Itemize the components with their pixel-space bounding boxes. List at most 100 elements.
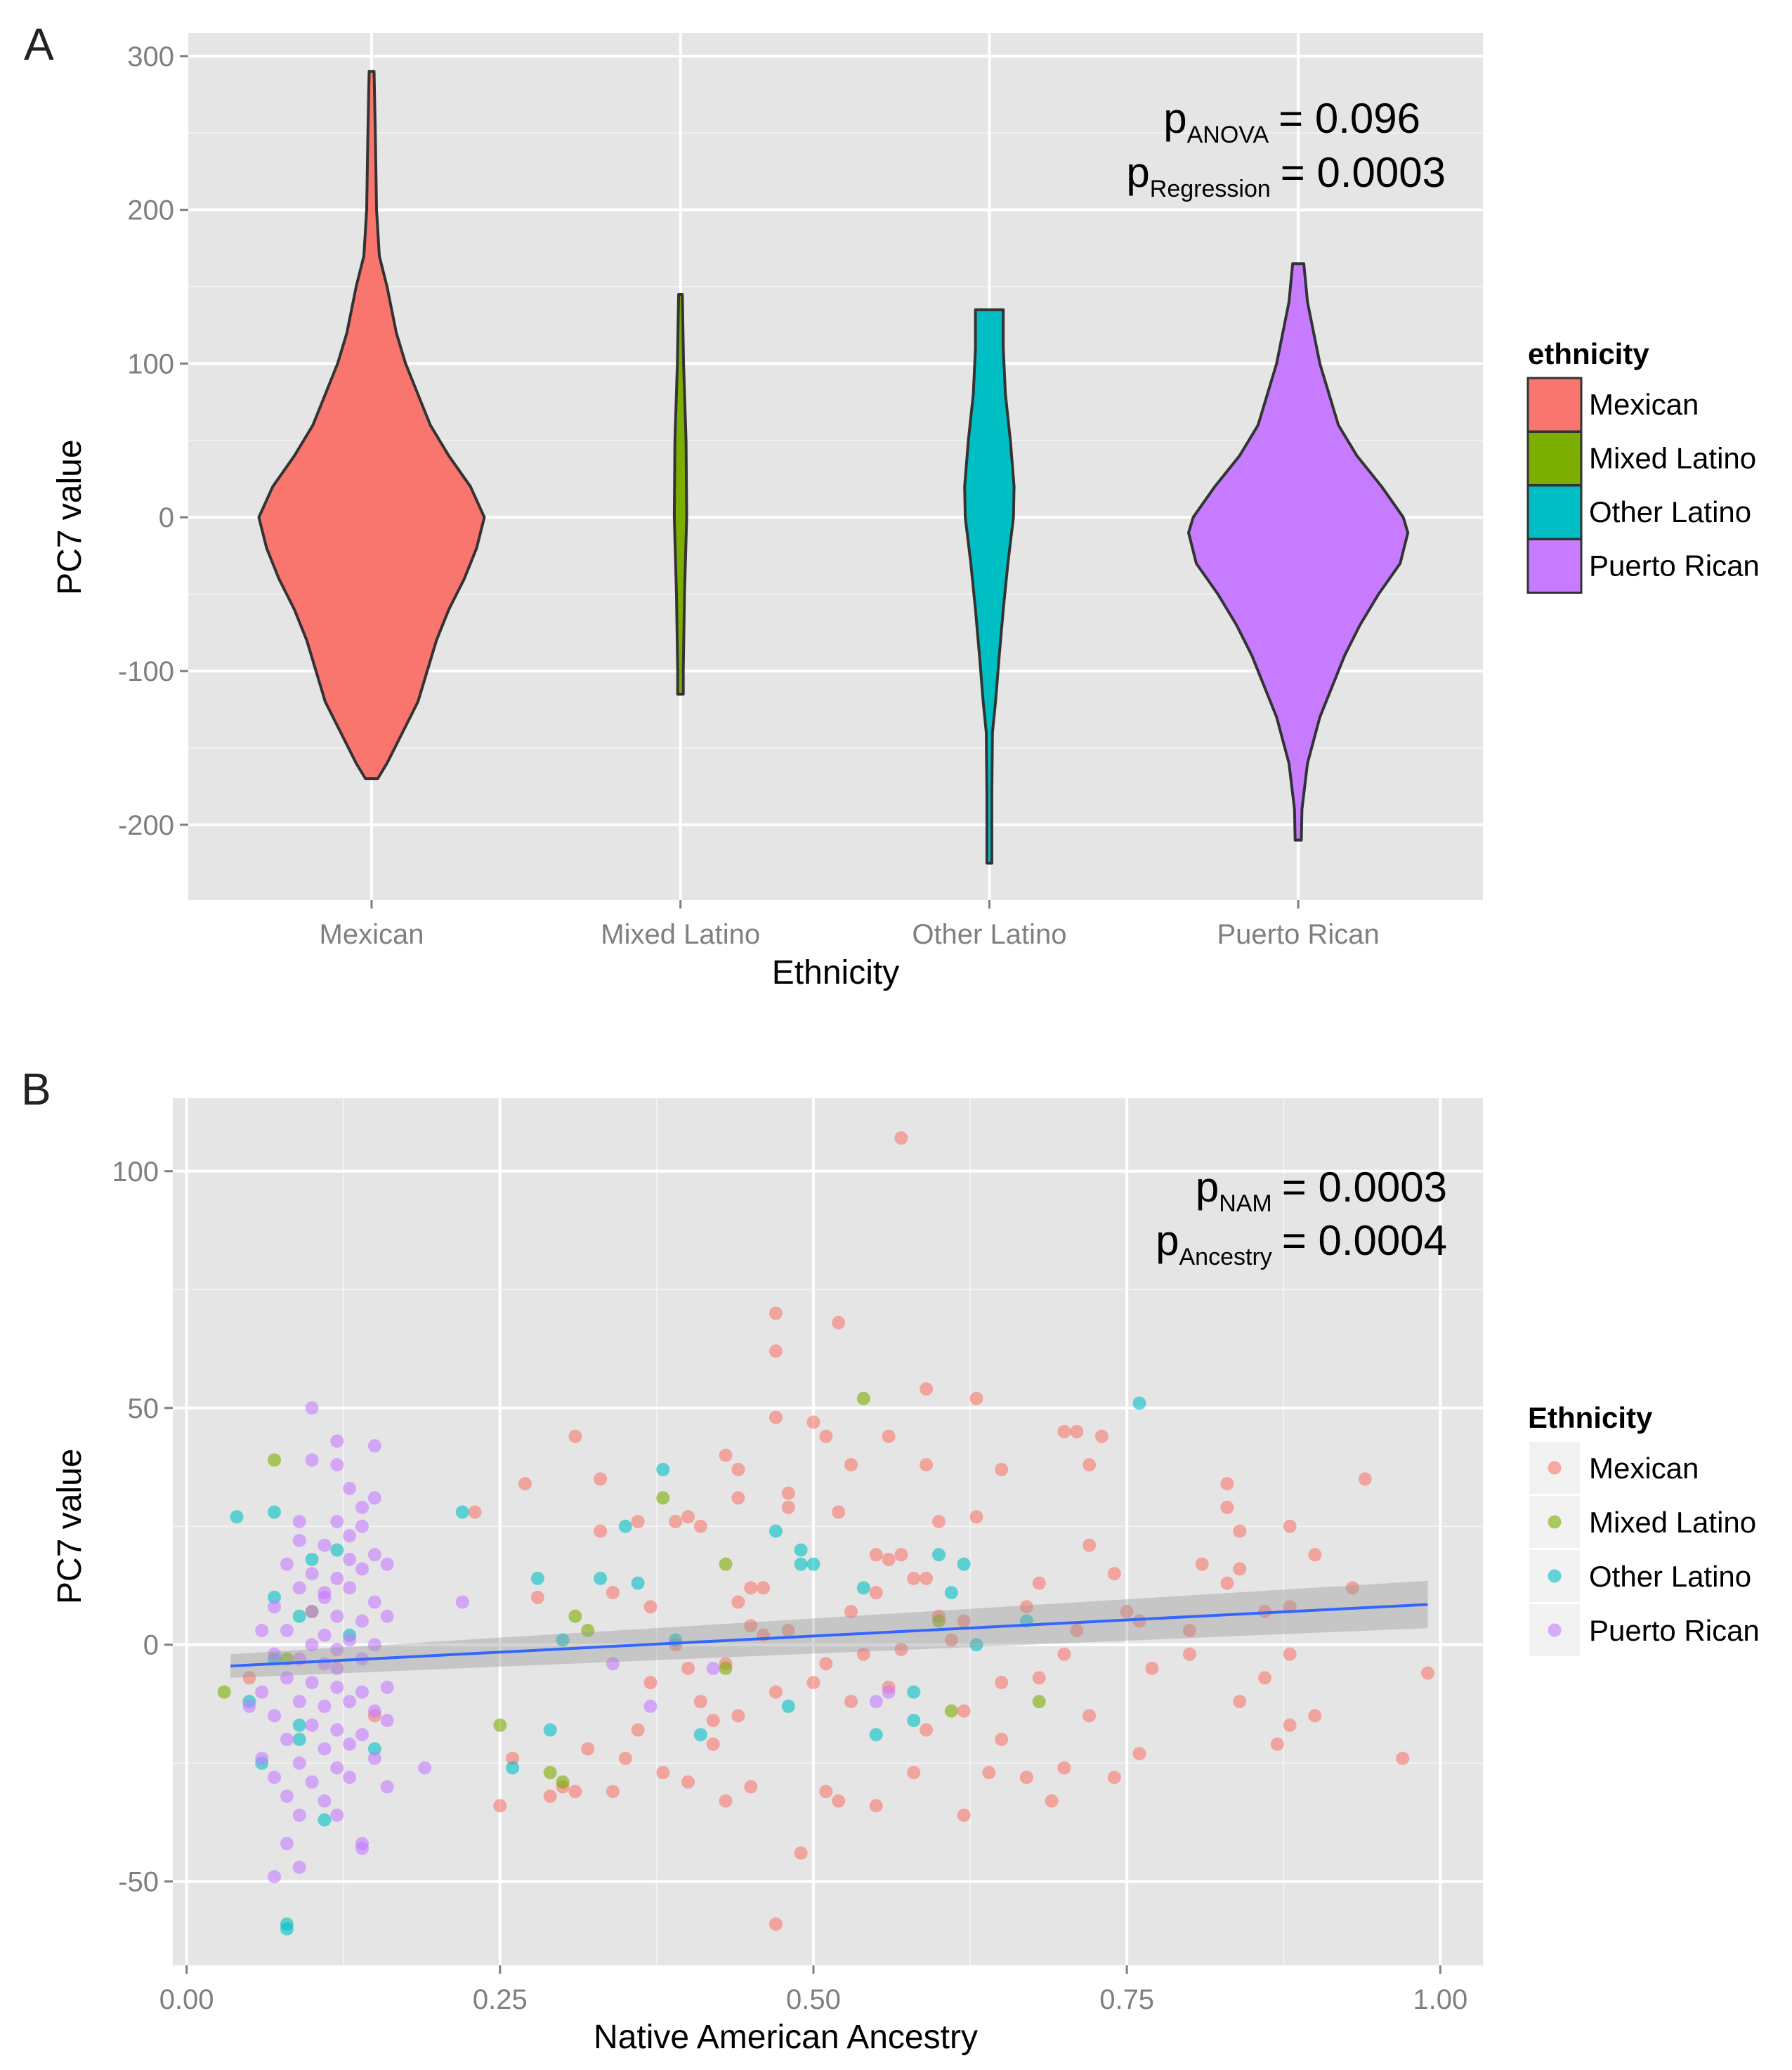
x-axis-title: Ethnicity (772, 954, 899, 991)
point-mexican (744, 1619, 758, 1633)
point-other-latino (631, 1576, 645, 1590)
point-mexican (1396, 1751, 1410, 1765)
point-puerto-rican (643, 1699, 658, 1713)
point-mexican (894, 1642, 908, 1656)
point-mexican (757, 1581, 771, 1595)
point-puerto-rican (268, 1870, 282, 1884)
point-puerto-rican (318, 1538, 332, 1552)
x-tick-label: 0.75 (1099, 1984, 1154, 2015)
point-mexican (957, 1614, 971, 1628)
point-mexican (1220, 1576, 1234, 1590)
point-mixed-latino (268, 1453, 282, 1467)
legend-key-puerto-rican (1548, 1623, 1562, 1637)
point-puerto-rican (355, 1614, 369, 1628)
p-symbol: p (1156, 1217, 1179, 1264)
point-other-latino (931, 1548, 946, 1562)
point-puerto-rican (343, 1552, 357, 1566)
point-puerto-rican (380, 1557, 394, 1571)
point-mexican (506, 1751, 520, 1765)
point-puerto-rican (305, 1567, 319, 1581)
x-tick-label: Mixed Latino (601, 919, 760, 950)
point-puerto-rican (305, 1605, 319, 1619)
legend-label: Mixed Latino (1589, 442, 1756, 475)
point-mexican (693, 1519, 707, 1533)
point-mexican (606, 1586, 620, 1600)
point-puerto-rican (330, 1808, 344, 1822)
point-mexican (920, 1723, 934, 1737)
point-puerto-rican (318, 1628, 332, 1642)
point-other-latino (292, 1609, 306, 1623)
point-mexican (731, 1462, 745, 1476)
point-puerto-rican (318, 1794, 332, 1808)
point-puerto-rican (292, 1581, 306, 1595)
point-mexican (1083, 1458, 1097, 1472)
y-tick-label: 50 (128, 1393, 159, 1424)
point-puerto-rican (869, 1695, 883, 1709)
point-other-latino (268, 1590, 282, 1604)
point-mexican (1270, 1737, 1284, 1751)
point-mexican (1420, 1666, 1434, 1680)
point-mexican (1045, 1794, 1059, 1808)
point-puerto-rican (355, 1519, 369, 1533)
point-mexican (819, 1429, 833, 1443)
point-puerto-rican (355, 1562, 369, 1576)
point-puerto-rican (330, 1458, 344, 1472)
point-puerto-rican (318, 1699, 332, 1713)
point-mexican (1032, 1576, 1046, 1590)
point-puerto-rican (305, 1718, 319, 1732)
point-mexican (631, 1515, 645, 1529)
point-mexican (1283, 1519, 1297, 1533)
point-mexican (844, 1695, 858, 1709)
point-mexican (769, 1685, 783, 1699)
point-other-latino (556, 1633, 570, 1647)
p-symbol: p (1196, 1164, 1219, 1211)
legend-label: Puerto Rican (1589, 1614, 1760, 1647)
point-puerto-rican (882, 1685, 896, 1699)
point-other-latino (455, 1505, 469, 1519)
point-mexican (995, 1733, 1009, 1747)
point-puerto-rican (330, 1571, 344, 1585)
point-puerto-rican (355, 1842, 369, 1856)
point-mexican (920, 1571, 934, 1585)
point-other-latino (268, 1505, 282, 1519)
legend-key-puerto-rican (1526, 538, 1583, 594)
point-puerto-rican (330, 1680, 344, 1694)
point-mexican (706, 1714, 720, 1728)
point-mexican (894, 1548, 908, 1562)
point-mexican (518, 1477, 532, 1491)
point-puerto-rican (268, 1600, 282, 1614)
point-puerto-rican (280, 1671, 294, 1685)
point-mexican (1220, 1500, 1234, 1514)
point-mexican (731, 1595, 745, 1609)
point-puerto-rican (343, 1481, 357, 1495)
point-mexican (1019, 1600, 1033, 1614)
point-mexican (1107, 1567, 1121, 1581)
panel-a-violin-plot: A -200 -100 0 100 200 300 Mexican Mixed Latino Ot… (24, 19, 1784, 991)
point-mexican (468, 1505, 482, 1519)
point-mexican (1283, 1718, 1297, 1732)
legend-key-mexican (1526, 377, 1583, 433)
point-mexican (594, 1524, 608, 1538)
legend-key-mexican (1548, 1461, 1562, 1475)
point-mexican (819, 1657, 833, 1671)
point-mexican (1145, 1661, 1159, 1675)
point-mexican (631, 1723, 645, 1737)
point-other-latino (618, 1519, 632, 1533)
point-other-latino (869, 1728, 883, 1742)
point-mixed-latino (856, 1391, 870, 1405)
point-other-latino (794, 1557, 808, 1571)
point-puerto-rican (330, 1434, 344, 1448)
point-mexican (1182, 1647, 1196, 1661)
point-mexican (944, 1633, 958, 1647)
point-mexican (957, 1704, 971, 1718)
point-puerto-rican (343, 1529, 357, 1543)
legend-label: Mexican (1589, 388, 1699, 421)
point-puerto-rican (330, 1609, 344, 1623)
point-mexican (581, 1742, 595, 1756)
point-puerto-rican (318, 1590, 332, 1604)
y-axis-title: PC7 value (51, 1449, 89, 1604)
plot-background (173, 1098, 1483, 1965)
point-mexican (794, 1846, 808, 1860)
p-subscript: Regression (1150, 176, 1271, 202)
point-puerto-rican (330, 1642, 344, 1656)
